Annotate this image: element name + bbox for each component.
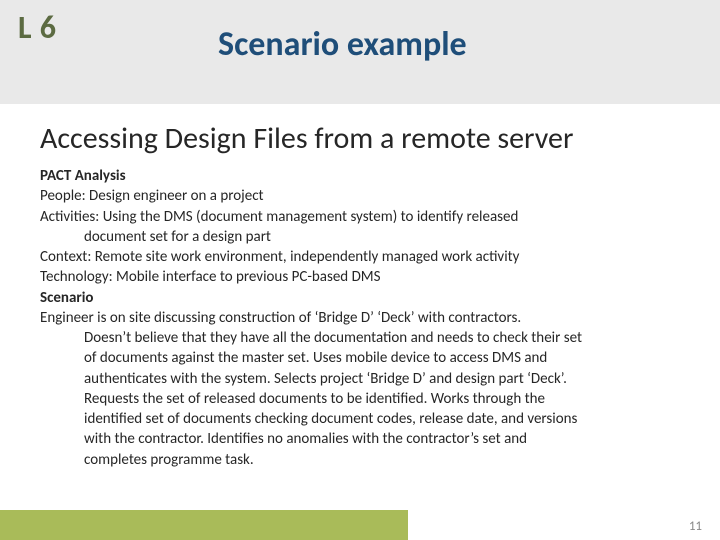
body-copy: PACT Analysis People: Design engineer on…	[40, 166, 680, 470]
scenario-line7: with the contractor. Identifies no anoma…	[40, 429, 680, 449]
pact-heading: PACT Analysis	[40, 166, 680, 186]
scenario-line5: Requests the set of released documents t…	[40, 389, 680, 409]
pact-people: People: Design engineer on a project	[40, 186, 680, 206]
scenario-line8: completes programme task.	[40, 450, 680, 470]
scenario-line2: Doesn’t believe that they have all the d…	[40, 328, 680, 348]
pact-activities-line1: Activities: Using the DMS (document mana…	[40, 207, 680, 227]
scenario-line6: identified set of documents checking doc…	[40, 409, 680, 429]
slide-title: Scenario example	[218, 24, 467, 65]
slide-subheading: Accessing Design Files from a remote ser…	[40, 120, 573, 157]
scenario-line3: of documents against the master set. Use…	[40, 348, 680, 368]
pact-context: Context: Remote site work environment, i…	[40, 247, 680, 267]
pact-technology: Technology: Mobile interface to previous…	[40, 267, 680, 287]
scenario-line1: Engineer is on site discussing construct…	[40, 308, 680, 328]
scenario-heading: Scenario	[40, 288, 680, 308]
pact-activities-line2: document set for a design part	[40, 227, 680, 247]
page-number: 11	[689, 519, 702, 534]
footer-bar	[0, 510, 408, 540]
slide: L 6 Scenario example Accessing Design Fi…	[0, 0, 720, 540]
scenario-line4: authenticates with the system. Selects p…	[40, 369, 680, 389]
lecture-badge: L 6	[18, 8, 56, 47]
